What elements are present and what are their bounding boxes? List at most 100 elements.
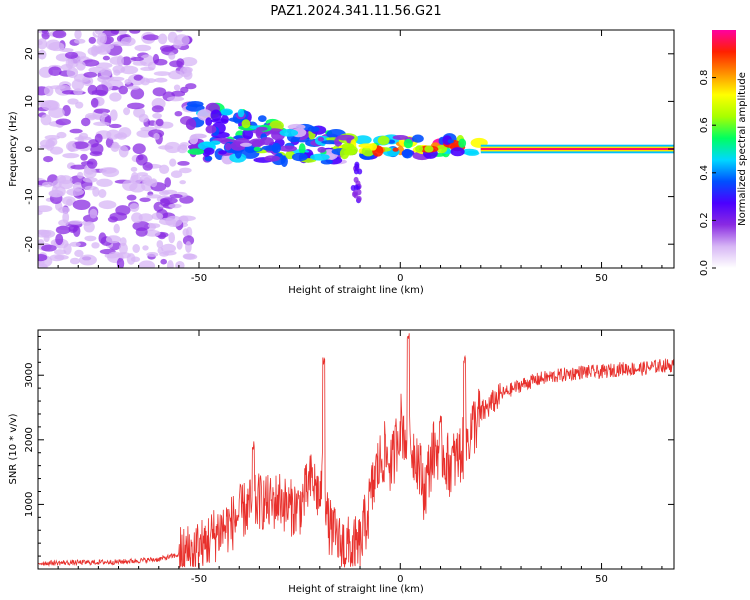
spectrogram-blob <box>134 44 152 52</box>
spectrogram-blob <box>152 113 163 119</box>
spectrogram-x-ticks: -50 0 50 <box>37 30 663 284</box>
spectrogram-blob <box>220 108 233 116</box>
spectrogram-blob <box>98 189 107 198</box>
spectrogram-blob <box>146 194 162 199</box>
spectrogram-x-tick-label: -50 <box>191 273 207 284</box>
spectrogram-blob <box>98 200 117 210</box>
spectrogram-blob <box>129 30 141 34</box>
spectrogram-blob <box>169 194 183 199</box>
spectrogram-blob <box>118 85 128 95</box>
spectrogram-blob <box>74 249 84 257</box>
spectrogram-blob <box>317 136 325 142</box>
spectrogram-blob <box>356 195 362 202</box>
spectrogram-blob <box>177 161 190 166</box>
spectrogram-blob <box>135 227 148 237</box>
spectrogram-feature <box>331 133 488 161</box>
spectrogram-blob <box>102 30 119 37</box>
spectrogram-blob <box>130 166 138 172</box>
spectrogram-blob <box>116 55 124 67</box>
spectrogram-blob <box>94 133 103 143</box>
spectrogram-blob <box>138 113 149 123</box>
spectrogram-blob <box>392 147 399 152</box>
spectrogram-blob <box>74 30 82 40</box>
colorbar-tick-label: 0.0 <box>699 260 710 276</box>
spectrogram-blob <box>116 30 128 35</box>
spectrogram-blob <box>103 42 111 52</box>
spectrogram-blob <box>158 217 177 226</box>
spectrogram-blob <box>123 107 131 116</box>
spectrogram-panel: -50 0 50 -20 -10 0 10 20 Height of straight li… <box>8 29 675 296</box>
colorbar-label: Normalized spectral amplitude <box>737 72 748 226</box>
spectrogram-blob <box>151 212 164 220</box>
spectrogram-blob <box>97 32 106 44</box>
spectrogram-blob <box>146 252 159 257</box>
spectrogram-blob <box>112 65 126 74</box>
spectrogram-blob <box>415 145 424 153</box>
spectrogram-x-tick-label: 50 <box>595 273 608 284</box>
spectrogram-blob <box>101 167 120 178</box>
spectrogram-blob <box>84 235 97 242</box>
spectrogram-blob <box>68 224 79 232</box>
spectrogram-blob <box>377 135 390 145</box>
spectrogram-y-tick-label: 10 <box>24 95 35 108</box>
spectrogram-blob <box>240 142 252 147</box>
spectrogram-blob <box>71 79 85 91</box>
spectrogram-blob <box>175 261 185 268</box>
spectrogram-blob <box>84 185 97 191</box>
spectrogram-blob <box>109 92 122 102</box>
spectrogram-blob <box>157 33 168 45</box>
spectrogram-blob <box>62 153 80 159</box>
spectrogram-blob <box>41 244 57 252</box>
spectrogram-blob <box>51 185 58 197</box>
spectrogram-blob <box>88 66 105 74</box>
colorbar-tick-label: 0.8 <box>699 70 710 86</box>
snr-x-tick-label: 0 <box>397 574 403 585</box>
spectrogram-blob <box>50 146 64 155</box>
spectrogram-blob <box>66 198 73 207</box>
snr-series-line <box>38 333 674 568</box>
spectrogram-blob <box>180 57 198 67</box>
spectrogram-blob <box>458 138 467 148</box>
spectrogram-blob <box>256 126 268 131</box>
spectrogram-blob <box>97 75 112 83</box>
spectrogram-blob <box>353 176 359 183</box>
snr-x-ticks: -50 0 50 <box>37 330 663 585</box>
spectrogram-blob <box>155 118 164 127</box>
spectrogram-blob <box>241 119 251 129</box>
spectrogram-blob <box>183 70 193 80</box>
spectrogram-blob <box>179 142 190 147</box>
spectrogram-blob <box>203 147 215 155</box>
spectrogram-blob <box>81 117 91 127</box>
spectrogram-blob <box>133 74 143 81</box>
snr-x-tick-label: -50 <box>191 574 207 585</box>
spectrogram-blob <box>66 67 79 78</box>
spectrogram-blob <box>67 142 76 152</box>
spectrogram-blob <box>101 112 108 118</box>
spectrogram-blob <box>168 203 182 209</box>
spectrogram-blob <box>80 153 88 161</box>
colorbar: 0.0 0.2 0.4 0.6 0.8 Normalized spectral ampl… <box>699 30 748 276</box>
spectrogram-blob <box>90 97 99 108</box>
spectrogram-blob <box>132 244 140 253</box>
spectrogram-blob <box>153 71 171 76</box>
spectrogram-blob <box>65 57 74 69</box>
snr-y-label: SNR (10 * v/v) <box>8 413 19 484</box>
spectrogram-blob <box>55 233 64 245</box>
spectrogram-blob <box>54 249 67 255</box>
colorbar-tick-label: 0.2 <box>699 212 710 228</box>
spectrogram-blob <box>258 115 267 122</box>
spectrogram-blob <box>130 174 142 185</box>
snr-y-tick-label: 3000 <box>24 362 35 387</box>
colorbar-tick-label: 0.4 <box>699 165 710 181</box>
spectrogram-blob <box>83 221 95 233</box>
snr-x-tick-label: 50 <box>595 574 608 585</box>
spectrogram-blob <box>67 98 79 105</box>
spectrogram-blob <box>251 139 263 148</box>
spectrogram-blob <box>186 101 204 108</box>
spectrogram-blob <box>152 53 160 64</box>
spectrogram-blob <box>159 164 170 174</box>
spectrogram-blob <box>142 245 149 251</box>
spectrogram-blob <box>310 153 330 161</box>
